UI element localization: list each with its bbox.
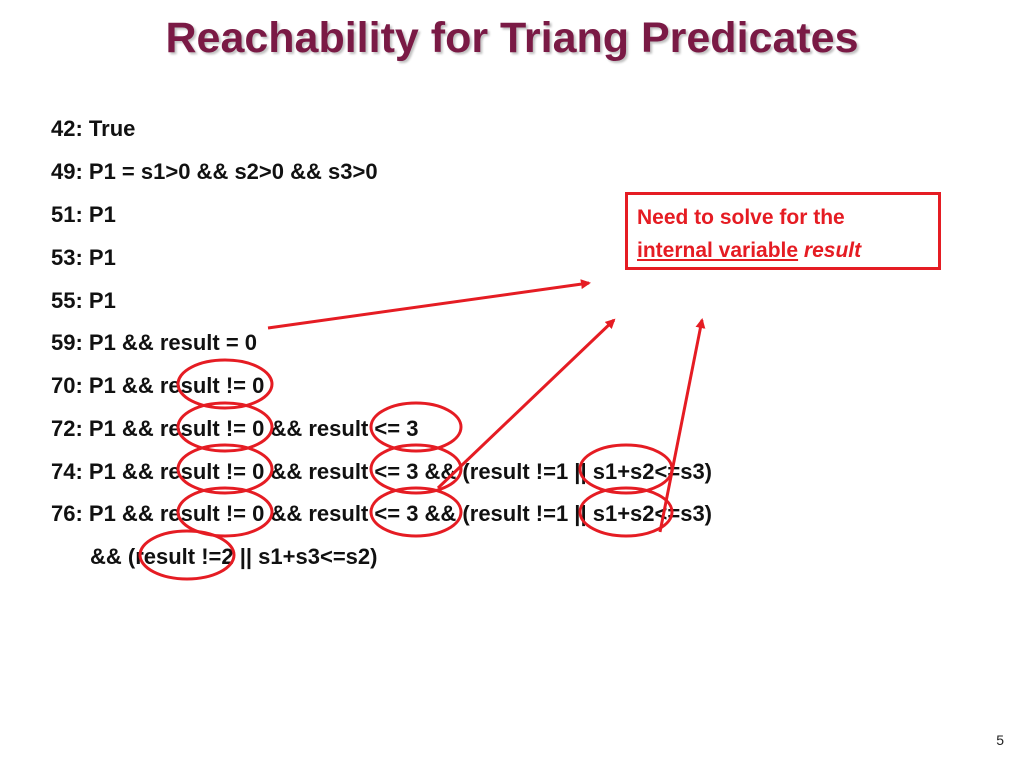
predicate-line-55: 55: P1 bbox=[51, 288, 116, 313]
callout-box: Need to solve for the internal variable … bbox=[625, 192, 941, 270]
predicate-line-53: 53: P1 bbox=[51, 245, 116, 270]
callout-internal-variable: internal variable bbox=[637, 239, 799, 262]
callout-result-word: result bbox=[803, 239, 862, 262]
predicate-line-42: 42: True bbox=[51, 116, 136, 141]
predicate-line-76-continued: && (result !=2 || s1+s3<=s2) bbox=[90, 544, 378, 569]
predicate-line-59: 59: P1 && result = 0 bbox=[51, 330, 258, 355]
predicate-line-72: 72: P1 && result != 0 && result <= 3 bbox=[51, 416, 419, 441]
callout-line-2: internal variable result bbox=[637, 234, 932, 267]
slide-title: Reachability for Triang Predicates bbox=[165, 14, 859, 62]
callout-line-1: Need to solve for the bbox=[637, 206, 845, 229]
predicate-line-49: 49: P1 = s1>0 && s2>0 && s3>0 bbox=[51, 159, 378, 184]
page-number: 5 bbox=[996, 732, 1004, 748]
predicate-line-74: 74: P1 && result != 0 && result <= 3 && … bbox=[51, 459, 712, 484]
predicate-line-51: 51: P1 bbox=[51, 202, 116, 227]
arrow bbox=[267, 279, 591, 330]
predicate-line-70: 70: P1 && result != 0 bbox=[51, 373, 265, 398]
predicate-line-76: 76: P1 && result != 0 && result <= 3 && … bbox=[51, 501, 712, 526]
